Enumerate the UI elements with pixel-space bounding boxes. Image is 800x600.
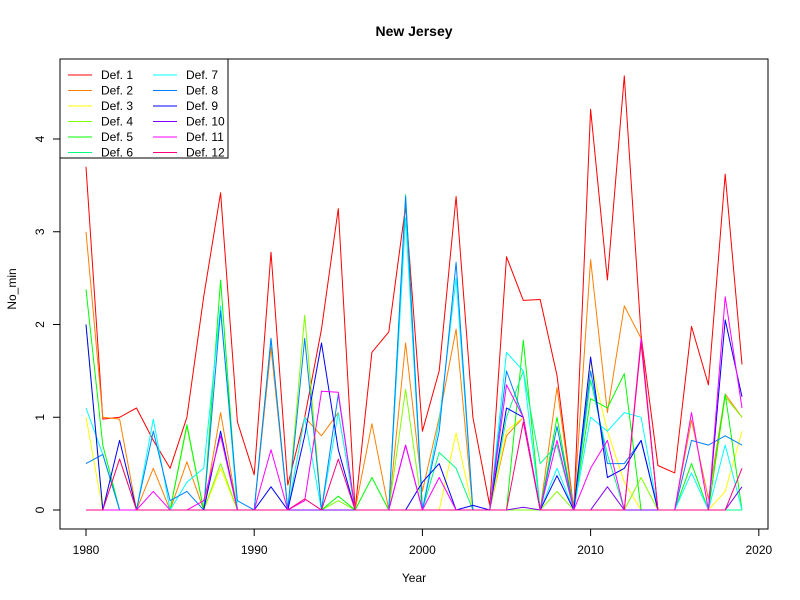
legend-label: Def. 4 [101, 115, 133, 129]
legend-label: Def. 5 [101, 130, 133, 144]
series-line-8 [85, 196, 743, 511]
legend-label: Def. 9 [186, 99, 218, 113]
x-axis-label: Year [402, 571, 426, 585]
legend-label: Def. 6 [101, 146, 133, 160]
y-tick-label: 1 [33, 414, 47, 421]
y-tick-label: 4 [33, 135, 47, 142]
y-tick-label: 3 [33, 228, 47, 235]
legend-label: Def. 11 [186, 130, 224, 144]
legend-label: Def. 7 [186, 68, 218, 82]
y-tick-label: 2 [33, 321, 47, 328]
x-axis: 1980 1990 2000 2010 2020 [73, 528, 772, 557]
x-tick-label: 2000 [409, 543, 436, 557]
legend-label: Def. 3 [101, 99, 133, 113]
legend-label: Def. 1 [101, 68, 133, 82]
series-line-11 [86, 296, 743, 511]
series-line-7 [85, 217, 743, 511]
y-axis: 0 1 2 3 4 [33, 135, 61, 513]
legend-label: Def. 10 [186, 115, 225, 129]
series-line-12 [86, 342, 743, 511]
chart-title: New Jersey [375, 23, 452, 39]
x-tick-label: 2010 [577, 543, 604, 557]
series-line-1 [85, 75, 743, 511]
legend-label: Def. 2 [101, 84, 133, 98]
plot-frame [59, 58, 769, 530]
y-tick-label: 0 [33, 506, 47, 513]
legend-label: Def. 8 [186, 84, 218, 98]
legend-label: Def. 12 [186, 146, 225, 160]
plot-lines [85, 75, 743, 511]
x-tick-label: 1990 [241, 543, 268, 557]
x-tick-label: 2020 [745, 543, 772, 557]
y-axis-label: No_min [5, 268, 19, 309]
series-line-2 [85, 231, 743, 511]
x-tick-label: 1980 [73, 543, 100, 557]
